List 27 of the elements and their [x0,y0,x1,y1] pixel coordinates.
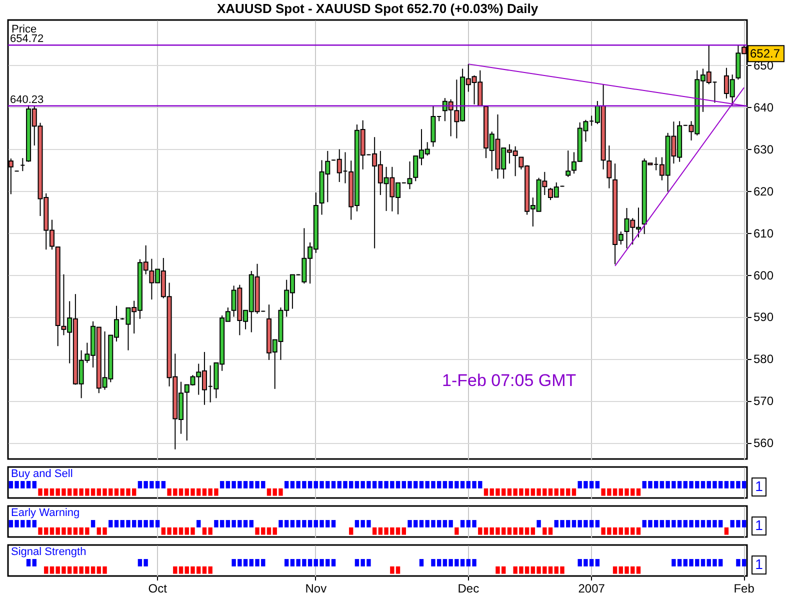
x-tick-label: Dec [458,582,480,596]
x-tick-label: 2007 [578,582,606,596]
y-axis-title: Price [12,24,37,36]
y-tick-label: 570 [754,394,774,408]
text: 1 [755,517,764,533]
chart-title: Buy and Sell [11,468,73,480]
x-tick-label: Feb [734,582,755,596]
candlestick [606,144,612,189]
y-tick-label: 610 [754,226,774,240]
annotation: 1-Feb 07:05 GMT [442,371,576,390]
chart-title: Early Warning [11,507,80,519]
y-tick-label: 580 [754,352,774,366]
x-tick-label: Nov [305,582,327,596]
chart-title: Signal Strength [11,546,86,558]
y-tick-label: 640 [754,100,774,114]
y-tick-label: 630 [754,142,774,156]
chart-title: XAUUSD Spot - XAUUSD Spot 652.70 (+0.03%) Daily [216,1,539,16]
y-tick-label: 620 [754,184,774,198]
y-tick-label: 600 [754,268,774,282]
y-tick-label: 560 [754,436,774,450]
text: 1 [755,478,764,494]
ref-line-label: 654.72 [10,33,44,46]
annotation: 652.7 [750,46,780,61]
text: 1 [755,556,764,572]
x-tick-label: Oct [148,582,168,596]
ref-line-label: 640.23 [10,94,44,106]
y-tick-label: 590 [754,310,774,324]
